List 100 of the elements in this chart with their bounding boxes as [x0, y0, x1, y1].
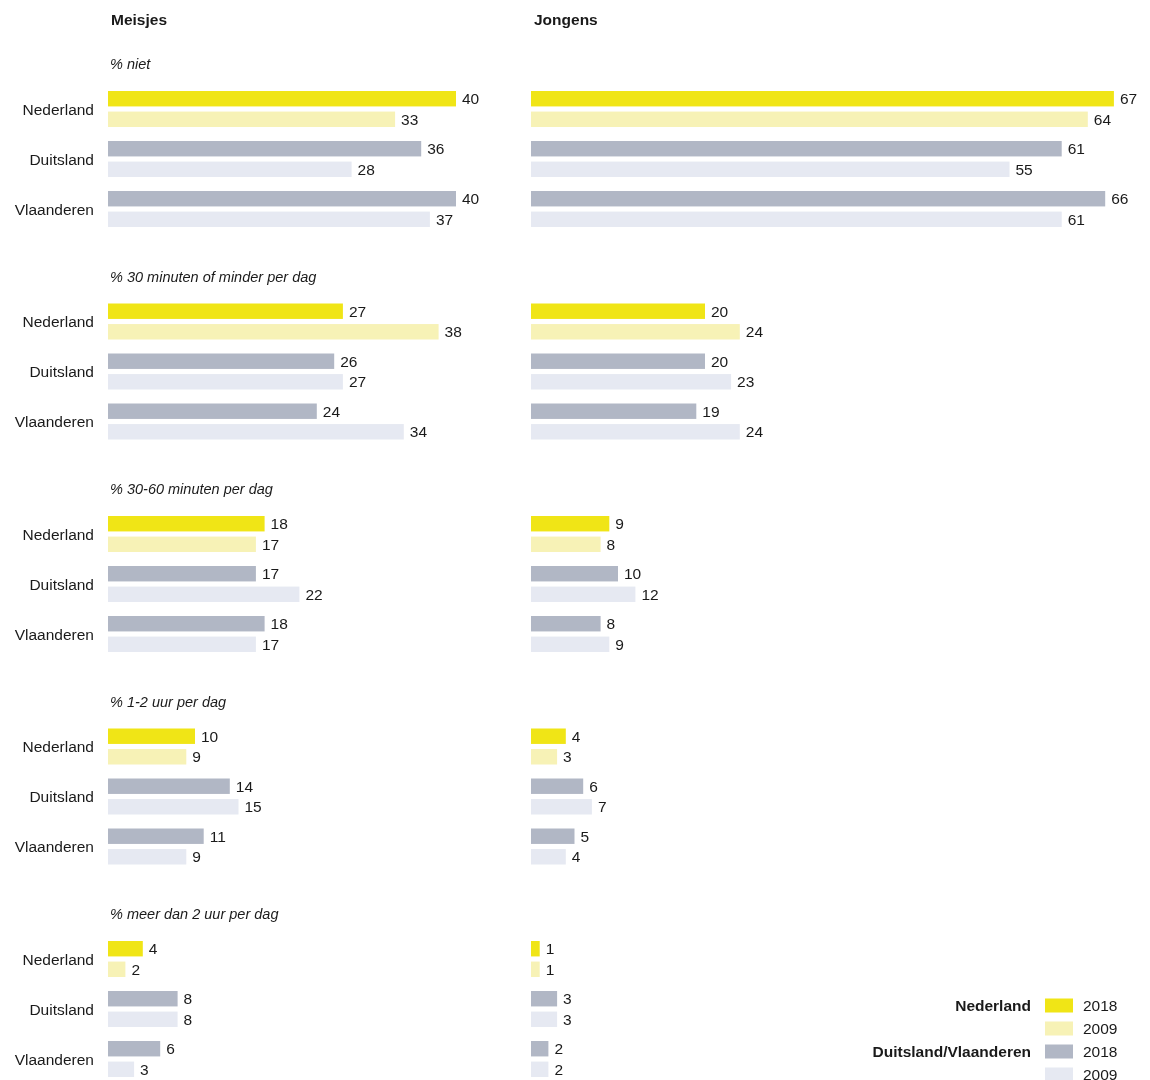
data-label: 4	[571, 727, 581, 745]
bar	[531, 616, 601, 632]
y-tick-label: Vlaanderen	[14, 413, 94, 430]
data-label: 10	[624, 565, 642, 583]
bar	[108, 403, 317, 419]
data-label: 20	[711, 352, 729, 370]
bar	[108, 849, 187, 865]
data-label: 15	[244, 798, 262, 816]
data-label: 64	[1093, 110, 1112, 128]
text: Duitsland/Vlaanderen	[872, 1043, 1031, 1060]
data-label: 37	[435, 210, 454, 228]
bar	[108, 91, 456, 107]
data-label: 8	[183, 990, 193, 1008]
data-label: 18	[270, 615, 288, 633]
data-label: 18	[270, 515, 288, 533]
y-tick-label: Nederland	[22, 313, 94, 330]
data-label: 2	[554, 1040, 564, 1058]
y-tick-label: Nederland	[22, 738, 94, 755]
data-label: 40	[462, 90, 480, 108]
bar	[108, 1041, 161, 1057]
bar	[531, 636, 610, 652]
data-label: 61	[1067, 210, 1085, 228]
data-label: 34	[409, 423, 428, 441]
text: 2009	[1083, 1066, 1118, 1080]
data-label: 8	[606, 615, 616, 633]
data-label: 61	[1067, 140, 1085, 158]
bar	[531, 749, 558, 765]
bar	[531, 353, 705, 369]
data-label: 1	[545, 960, 555, 978]
y-tick-label: Vlaanderen	[14, 625, 94, 643]
bar	[531, 536, 601, 552]
chart-subtitle: % 30 minuten of minder per dag	[110, 268, 317, 285]
bar	[531, 566, 618, 582]
bar	[531, 849, 566, 865]
data-label: 27	[348, 373, 367, 391]
bar	[108, 749, 187, 765]
bar	[108, 778, 230, 794]
bar	[531, 516, 610, 532]
bar	[108, 374, 343, 390]
data-label: 9	[192, 848, 201, 866]
bar	[531, 324, 740, 340]
data-label: 9	[615, 635, 624, 653]
text: 2018	[1083, 1043, 1118, 1060]
data-label: 28	[357, 160, 375, 178]
bar	[531, 303, 705, 319]
chart-title: Jongens	[534, 11, 598, 28]
legend-label: 2018	[1083, 997, 1118, 1014]
data-label: 14	[235, 777, 254, 795]
data-label: 12	[641, 585, 659, 603]
bar	[531, 799, 592, 815]
data-label: 11	[209, 827, 226, 845]
bar	[108, 1011, 178, 1027]
y-tick-label: Vlaanderen	[14, 200, 94, 218]
bar	[531, 161, 1010, 177]
bar	[108, 191, 456, 207]
data-label: 17	[261, 565, 280, 583]
data-label: 33	[401, 110, 419, 128]
data-label: 5	[580, 827, 590, 845]
bar	[108, 303, 343, 319]
bar	[108, 941, 143, 957]
data-label: 24	[745, 423, 764, 441]
y-tick-label: Nederland	[22, 525, 94, 543]
data-label: 40	[462, 190, 480, 208]
data-label: 3	[563, 748, 572, 766]
data-label: 6	[589, 777, 598, 795]
y-tick-label: Duitsland	[29, 1000, 94, 1018]
bar	[531, 374, 732, 390]
data-label: 19	[702, 402, 720, 420]
bar	[108, 828, 204, 844]
data-label: 8	[183, 1010, 193, 1028]
data-label: 66	[1111, 190, 1129, 208]
data-label: 3	[563, 990, 572, 1008]
data-label: 27	[348, 302, 367, 320]
data-label: 9	[192, 748, 201, 766]
data-label: 10	[201, 727, 219, 745]
chart-title: Meisjes	[111, 11, 168, 28]
chart-subtitle: % niet	[110, 56, 152, 72]
data-label: 1	[545, 940, 555, 958]
bar	[108, 961, 126, 977]
data-label: 55	[1015, 160, 1033, 178]
y-tick-label: Vlaanderen	[14, 838, 94, 855]
chart-subtitle: % 1-2 uur per dag	[110, 693, 227, 710]
y-tick-label: Nederland	[22, 950, 94, 968]
legend-label: 2009	[1083, 1020, 1118, 1037]
y-tick-label: Nederland	[22, 100, 94, 118]
data-label: 8	[606, 535, 616, 553]
y-tick-label: Duitsland	[29, 363, 94, 380]
data-label: 4	[571, 848, 581, 866]
y-tick-label: Duitsland	[29, 150, 94, 168]
bar	[108, 799, 239, 815]
bar	[531, 111, 1088, 127]
bar	[531, 586, 636, 602]
bar	[108, 111, 396, 127]
bar	[531, 828, 575, 844]
y-tick-label: Duitsland	[29, 788, 94, 805]
data-label: 4	[148, 940, 158, 958]
bar	[108, 424, 404, 440]
bar	[531, 191, 1106, 207]
data-label: 6	[166, 1040, 175, 1058]
data-label: 3	[140, 1060, 149, 1078]
